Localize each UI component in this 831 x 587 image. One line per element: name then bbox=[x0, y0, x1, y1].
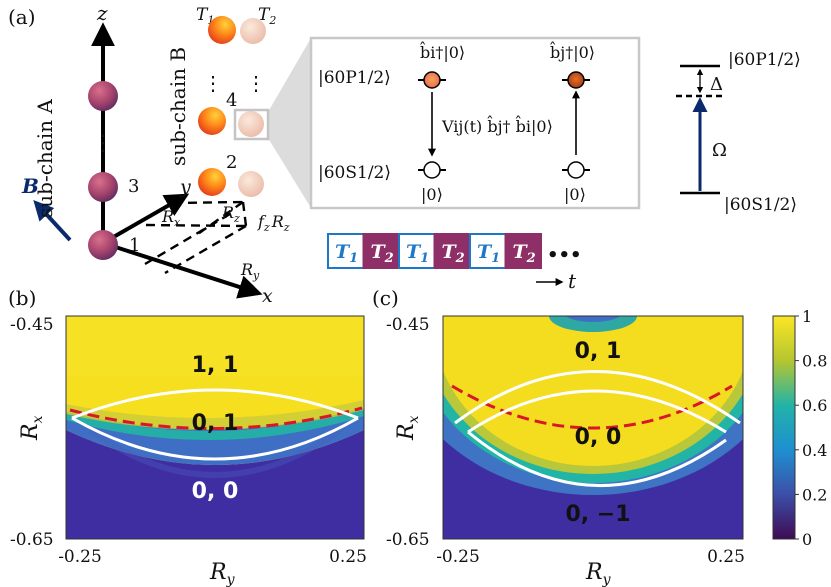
sequence-ellipsis: ••• bbox=[547, 245, 582, 266]
level-upper-label: |60P1/2⟩ bbox=[728, 50, 801, 70]
c-ytick-top: -0.45 bbox=[386, 315, 430, 335]
sequence-label-3: T1 bbox=[406, 241, 429, 266]
rx-label: Rx bbox=[161, 207, 181, 229]
region-b-2: 0, 1 bbox=[192, 411, 239, 436]
site-number-4: 4 bbox=[226, 90, 237, 111]
colorbar-tick-label: 1 bbox=[802, 307, 812, 326]
y-axis bbox=[102, 193, 190, 245]
region-b-1: 1, 1 bbox=[192, 353, 239, 378]
region-b-3: 0, 0 bbox=[192, 479, 239, 504]
ground-atom-i bbox=[423, 161, 441, 179]
inset-bi-label: b̂i†|0⟩ bbox=[420, 42, 466, 62]
sequence-box-6 bbox=[504, 233, 542, 269]
atom-a-top bbox=[88, 81, 118, 111]
subchain-a-label: sub-chain A bbox=[33, 99, 57, 218]
inset-bj-label: b̂j†|0⟩ bbox=[550, 42, 595, 62]
subchain-b-label: sub-chain B bbox=[166, 47, 190, 166]
c-ytick-bottom: -0.65 bbox=[386, 530, 430, 550]
panel-a-label: (a) bbox=[8, 5, 36, 29]
atom-b-top-t1 bbox=[208, 16, 236, 44]
heatmap-c-frame bbox=[442, 315, 744, 540]
magnetic-field-arrow bbox=[33, 200, 72, 242]
site-number-3: 3 bbox=[128, 176, 139, 197]
excited-atom-i bbox=[423, 71, 441, 89]
z-axis-label: z bbox=[96, 1, 108, 25]
magnetic-field-label: B bbox=[21, 174, 39, 198]
colorbar-tick-label: 0.4 bbox=[802, 441, 827, 460]
fz-rz-label: fz Rz bbox=[257, 212, 290, 234]
b-ylabel: Rx bbox=[18, 415, 46, 441]
b-ytick-bottom: -0.65 bbox=[10, 530, 54, 550]
zoom-wedge bbox=[268, 38, 311, 208]
subchain-b-vdots-1: ⋮ bbox=[203, 71, 223, 95]
atom-b-top-t2 bbox=[240, 18, 266, 44]
pulse-sequence: T1 T2 T1 T2 T1 T2 bbox=[327, 233, 542, 269]
b-xtick-right: 0.25 bbox=[329, 547, 367, 567]
type-t2-label: T2 bbox=[258, 5, 276, 27]
colorbar-tick-label: 0.6 bbox=[802, 396, 827, 415]
atom-4 bbox=[198, 107, 226, 135]
heatmap-b bbox=[66, 316, 364, 539]
panel-b-label: (b) bbox=[8, 286, 36, 310]
excited-atom-j bbox=[567, 71, 585, 89]
b-xtick-left: -0.25 bbox=[58, 547, 102, 567]
region-c-2: 0, 0 bbox=[575, 425, 622, 450]
colorbar-ticks: 1 0.8 0.6 0.4 0.2 0 bbox=[795, 307, 827, 549]
inset-box bbox=[309, 36, 641, 210]
atom-3 bbox=[88, 172, 118, 202]
x-axis-label: x bbox=[262, 285, 273, 307]
c-ylabel: Rx bbox=[394, 415, 422, 441]
atom-2-pair bbox=[238, 171, 264, 197]
coupling-label: Vij(t) b̂j† b̂i|0⟩ bbox=[441, 116, 553, 136]
site-number-1: 1 bbox=[129, 235, 140, 256]
panel-c-label: (c) bbox=[372, 286, 399, 310]
heatmap-b-frame bbox=[65, 315, 365, 540]
zoom-highlight bbox=[233, 108, 270, 141]
level-lower-label: |60S1/2⟩ bbox=[724, 195, 797, 215]
colorbar-tick-label: 0.8 bbox=[802, 352, 827, 371]
colorbar-tick-label: 0.2 bbox=[802, 485, 827, 504]
atom-1 bbox=[88, 230, 118, 260]
inset-vac-right: |0⟩ bbox=[564, 185, 586, 204]
region-c-1: 0, 1 bbox=[575, 339, 622, 364]
site-number-2: 2 bbox=[226, 152, 237, 173]
inset-vac-left: |0⟩ bbox=[421, 185, 443, 204]
colorbar bbox=[772, 315, 796, 540]
sequence-label-1: T1 bbox=[335, 241, 358, 266]
subchain-b-vdots-2: ⋮ bbox=[246, 71, 266, 95]
heatmap-c bbox=[443, 316, 743, 539]
c-xlabel: Ry bbox=[585, 560, 612, 587]
rz-label: Rz bbox=[221, 203, 240, 225]
y-axis-label: y bbox=[179, 176, 191, 198]
x-axis bbox=[102, 241, 263, 299]
rabi-label: Ω bbox=[712, 140, 727, 161]
sequence-label-2: T2 bbox=[371, 241, 394, 266]
c-xtick-right: 0.25 bbox=[707, 547, 745, 567]
atom-2 bbox=[198, 168, 226, 196]
ry-label: Ry bbox=[240, 260, 260, 282]
subchain-a-vdots: ⋮ bbox=[92, 131, 114, 156]
b-ytick-top: -0.45 bbox=[10, 315, 54, 335]
distance-lines bbox=[144, 200, 248, 275]
c-xtick-left: -0.25 bbox=[436, 547, 480, 567]
sequence-label-5: T1 bbox=[477, 241, 500, 266]
b-xlabel: Ry bbox=[209, 560, 236, 587]
region-c-3: 0, −1 bbox=[565, 502, 630, 527]
inset-lower-state: |60S1/2⟩ bbox=[318, 163, 391, 183]
sequence-label-6: T2 bbox=[513, 241, 536, 266]
type-t1-label: T1 bbox=[196, 5, 214, 27]
atom-4-pair bbox=[238, 111, 264, 137]
sequence-label-4: T2 bbox=[442, 241, 465, 266]
inset-upper-state: |60P1/2⟩ bbox=[318, 68, 391, 88]
colorbar-tick-label: 0 bbox=[802, 530, 812, 549]
ground-atom-j bbox=[567, 161, 585, 179]
detuning-label: Δ bbox=[710, 74, 723, 95]
time-label: t bbox=[568, 269, 577, 293]
